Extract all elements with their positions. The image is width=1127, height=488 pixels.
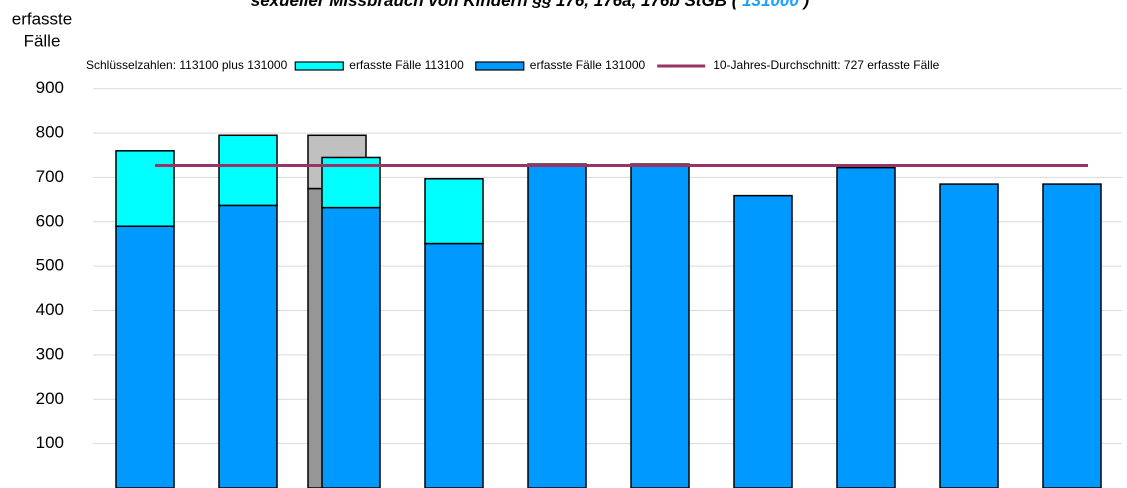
- chart-title: sexueller Missbrauch von Kindern §§ 176,…: [251, 0, 810, 10]
- bar: [1042, 183, 1102, 488]
- bar: [424, 178, 484, 245]
- bar: [321, 206, 381, 488]
- legend-swatch: [294, 61, 344, 71]
- y-axis-label: erfasste: [12, 9, 72, 28]
- bar: [424, 242, 484, 488]
- legend-label: erfasste Fälle 131000: [530, 58, 646, 72]
- legend-title: Schlüsselzahlen: 113100 plus 131000: [86, 58, 288, 72]
- legend-label: erfasste Fälle 113100: [349, 58, 464, 72]
- title-part: sexueller Missbrauch von Kindern §§ 176,…: [251, 0, 742, 10]
- y-axis-label: Fälle: [24, 31, 61, 50]
- bar: [115, 150, 175, 227]
- y-tick-label: 500: [36, 256, 64, 275]
- bar: [218, 134, 278, 207]
- bar: [630, 163, 690, 488]
- bar: [218, 204, 278, 488]
- bar: [115, 225, 175, 488]
- legend-label: 10-Jahres-Durchschnitt: 727 erfasste Fäl…: [713, 58, 939, 72]
- y-tick-label: 800: [36, 123, 64, 142]
- bar: [836, 166, 896, 488]
- y-tick-label: 200: [36, 389, 64, 408]
- y-tick-label: 600: [36, 211, 64, 230]
- y-tick-label: 900: [36, 78, 64, 97]
- bar: [939, 183, 999, 488]
- y-tick-label: 400: [36, 300, 64, 319]
- y-tick-label: 700: [36, 167, 64, 186]
- bar: [733, 194, 793, 488]
- title-key: 131000: [742, 0, 799, 10]
- legend-swatch: [475, 61, 525, 71]
- y-tick-label: 100: [36, 433, 64, 452]
- bar: [527, 163, 587, 488]
- y-tick-label: 300: [36, 344, 64, 363]
- title-part: ): [799, 0, 810, 10]
